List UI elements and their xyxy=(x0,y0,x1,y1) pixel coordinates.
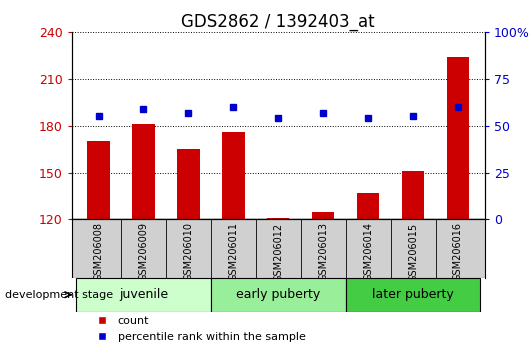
Text: GSM206014: GSM206014 xyxy=(363,222,373,281)
Bar xyxy=(312,212,334,219)
Bar xyxy=(222,132,244,219)
Bar xyxy=(267,218,289,219)
Bar xyxy=(132,124,155,219)
Text: GSM206009: GSM206009 xyxy=(138,222,148,281)
Text: GSM206010: GSM206010 xyxy=(183,222,193,281)
Bar xyxy=(177,149,200,219)
Bar xyxy=(76,278,211,312)
Text: early puberty: early puberty xyxy=(236,288,320,301)
Bar xyxy=(402,171,425,219)
Text: later puberty: later puberty xyxy=(372,288,454,301)
Bar xyxy=(447,57,469,219)
Legend: count, percentile rank within the sample: count, percentile rank within the sample xyxy=(87,313,309,345)
Text: GSM206016: GSM206016 xyxy=(453,222,463,281)
Text: GSM206011: GSM206011 xyxy=(228,222,239,281)
Text: GSM206008: GSM206008 xyxy=(93,222,103,281)
Bar xyxy=(87,141,110,219)
Bar xyxy=(357,193,379,219)
Bar xyxy=(211,278,346,312)
Title: GDS2862 / 1392403_at: GDS2862 / 1392403_at xyxy=(181,13,375,30)
Text: juvenile: juvenile xyxy=(119,288,168,301)
Text: development stage: development stage xyxy=(5,290,113,300)
Text: GSM206013: GSM206013 xyxy=(318,222,328,281)
Text: GSM206012: GSM206012 xyxy=(273,222,283,281)
Bar xyxy=(346,278,481,312)
Text: GSM206015: GSM206015 xyxy=(408,222,418,281)
